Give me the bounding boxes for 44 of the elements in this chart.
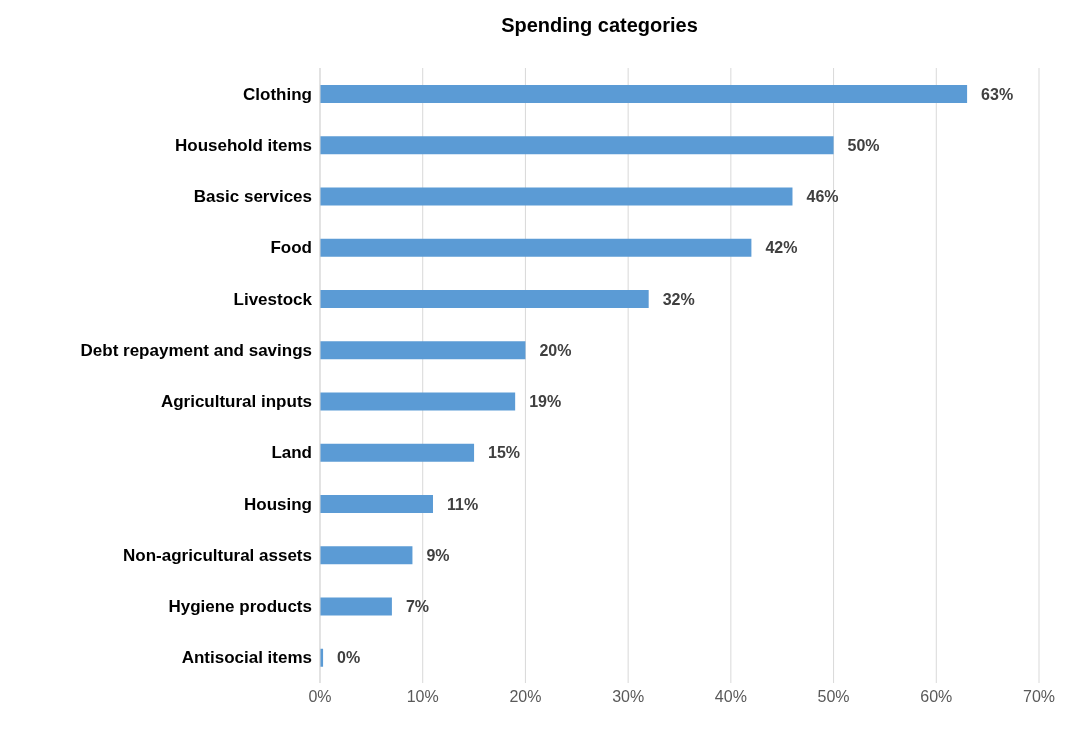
x-tick-label: 30% xyxy=(612,688,645,706)
bar xyxy=(320,341,526,360)
data-label: 11% xyxy=(446,495,479,513)
bar xyxy=(320,495,433,513)
data-label: 7% xyxy=(405,598,430,616)
data-label: 15% xyxy=(488,444,521,462)
data-label: 9% xyxy=(426,546,450,564)
x-tick-label: 70% xyxy=(1022,688,1056,706)
y-tick-label: Antisocial items xyxy=(181,648,312,668)
data-label: 46% xyxy=(806,188,839,206)
data-label: 0% xyxy=(337,649,361,667)
bar xyxy=(320,597,392,616)
data-label: 19% xyxy=(529,393,562,411)
data-label: 50% xyxy=(847,136,880,154)
bar xyxy=(320,136,834,155)
y-tick-label: Housing xyxy=(244,494,312,514)
y-tick-label: Household items xyxy=(175,135,312,155)
y-tick-label: Hygiene products xyxy=(168,597,312,617)
bar xyxy=(320,85,968,103)
x-tick-label: 60% xyxy=(920,688,953,706)
bar xyxy=(320,290,649,308)
x-tick-label: 0% xyxy=(308,688,332,706)
data-label: 42% xyxy=(765,239,798,257)
x-tick-label: 10% xyxy=(406,688,439,706)
data-label: 63% xyxy=(981,85,1014,103)
y-tick-label: Non-agricultural assets xyxy=(123,545,312,565)
y-tick-label: Food xyxy=(270,238,312,258)
y-tick-label: Agricultural inputs xyxy=(160,392,312,412)
bar xyxy=(320,238,752,257)
bar xyxy=(320,546,413,565)
y-tick-label: Clothing xyxy=(243,84,312,104)
x-tick-label: 50% xyxy=(817,688,850,706)
data-label: 20% xyxy=(539,341,572,359)
x-tick-label: 20% xyxy=(509,688,542,706)
bar xyxy=(320,443,475,462)
x-tick-label: 40% xyxy=(714,688,747,706)
y-tick-label: Debt repayment and savings xyxy=(80,340,312,360)
data-label: 32% xyxy=(662,290,695,308)
bar xyxy=(320,392,516,411)
y-tick-label: Livestock xyxy=(233,289,313,309)
y-tick-label: Basic services xyxy=(193,187,312,207)
y-tick-label: Land xyxy=(271,443,312,463)
chart-title: Spending categories xyxy=(500,13,699,38)
bar xyxy=(320,187,793,206)
